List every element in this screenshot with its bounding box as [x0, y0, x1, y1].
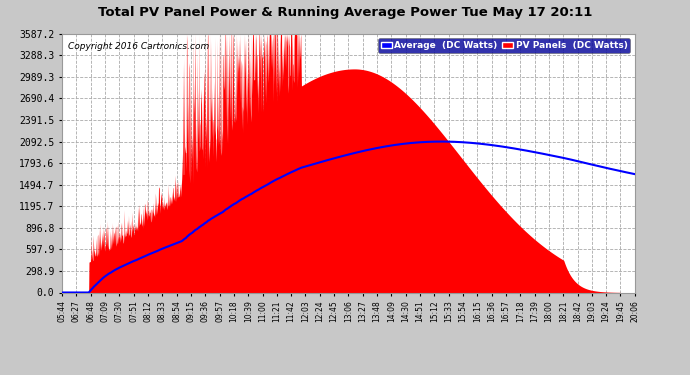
- Legend: Average  (DC Watts), PV Panels  (DC Watts): Average (DC Watts), PV Panels (DC Watts): [378, 38, 630, 53]
- Text: Total PV Panel Power & Running Average Power Tue May 17 20:11: Total PV Panel Power & Running Average P…: [98, 6, 592, 19]
- Text: Copyright 2016 Cartronics.com: Copyright 2016 Cartronics.com: [68, 42, 209, 51]
